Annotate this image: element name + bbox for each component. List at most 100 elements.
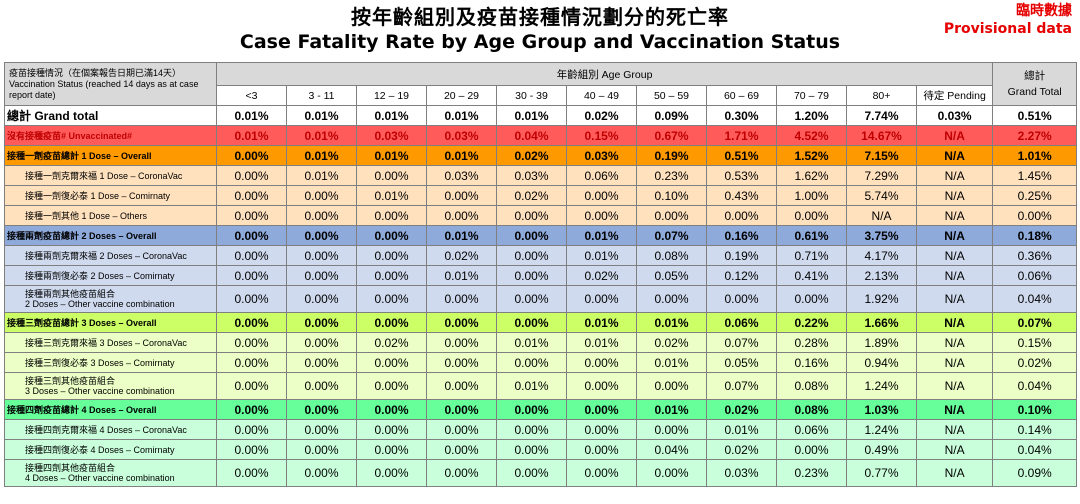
rate-cell: 0.00% <box>286 372 357 400</box>
age-group-header: 年齡組別 Age Group <box>215 62 994 86</box>
table-row: 接種四劑其他疫苗組合 4 Doses – Other vaccine combin… <box>4 459 1078 487</box>
rate-cell: 0.00% <box>706 285 777 313</box>
rate-cell: 0.00% <box>216 245 287 266</box>
rate-cell: 0.01% <box>286 125 357 146</box>
rate-cell: 0.00% <box>426 352 497 373</box>
rate-cell: 0.00% <box>426 332 497 353</box>
rate-cell: 1.66% <box>846 312 917 333</box>
rate-cell: N/A <box>915 205 994 226</box>
rate-cell: 0.01% <box>216 105 287 126</box>
age-column-header: 70 – 79 <box>776 85 847 106</box>
rate-cell: 0.00% <box>496 205 567 226</box>
rate-cell: N/A <box>915 399 994 420</box>
rate-cell: 0.00% <box>286 312 357 333</box>
rate-cell: 0.06% <box>776 419 847 440</box>
rate-cell: N/A <box>915 185 994 206</box>
page-title-en: Case Fatality Rate by Age Group and Vacc… <box>239 31 841 53</box>
grand-total-cell: 0.09% <box>992 459 1078 487</box>
rate-cell: 0.00% <box>286 205 357 226</box>
rate-cell: 0.00% <box>426 439 497 460</box>
provisional-label: 臨時數據 Provisional data <box>944 2 1072 38</box>
rate-cell: 0.15% <box>566 125 637 146</box>
rate-cell: 0.00% <box>356 245 427 266</box>
row-label-line: 接種四劑復必泰 4 Doses – Comirnaty <box>25 444 175 455</box>
rate-cell: 0.19% <box>706 245 777 266</box>
row-label-line: 接種三劑其他疫苗組合 <box>25 376 116 386</box>
table-row: 接種三劑其他疫苗組合 3 Doses – Other vaccine combin… <box>4 372 1078 400</box>
rate-cell: 0.00% <box>286 225 357 246</box>
rate-cell: 0.03% <box>426 125 497 146</box>
rate-cell: 0.01% <box>636 399 707 420</box>
rate-cell: 0.01% <box>636 352 707 373</box>
table-row: 接種兩劑克爾來福 2 Doses – CoronaVac 0.00% 0.00% 0.… <box>4 245 1078 266</box>
rate-cell: 0.19% <box>636 145 707 166</box>
rate-cell: 0.00% <box>496 352 567 373</box>
rate-cell: 0.00% <box>356 285 427 313</box>
rate-cell: 0.07% <box>706 332 777 353</box>
rate-cell: 0.07% <box>636 225 707 246</box>
rate-cell: 0.08% <box>776 372 847 400</box>
row-label-line-2: 2 Doses – Other vaccine combination <box>25 299 175 309</box>
rate-cell: N/A <box>846 205 917 226</box>
title-block: 按年齡組別及疫苗接種情況劃分的死亡率 Case Fatality Rate by… <box>0 4 1080 54</box>
age-column-header-row: <3 3 - 11 12 – 19 20 – 29 30 - 39 40 – 49 50 –… <box>5 85 1077 106</box>
rate-cell: 0.00% <box>356 439 427 460</box>
row-label: 接種兩劑復必泰 2 Doses – Comirnaty <box>4 265 217 286</box>
table-row: 接種一劑疫苗總計 1 Dose – Overall 0.00% 0.01% 0.01%… <box>4 145 1078 166</box>
rate-cell: 0.00% <box>706 205 777 226</box>
rate-cell: 0.00% <box>356 165 427 186</box>
row-label: 接種一劑其他 1 Dose – Others <box>4 205 217 226</box>
rate-cell: 0.00% <box>566 185 637 206</box>
rate-cell: N/A <box>915 459 994 487</box>
rate-cell: 1.03% <box>846 399 917 420</box>
rate-cell: 0.00% <box>496 312 567 333</box>
table-row: 接種三劑復必泰 3 Doses – Comirnaty 0.00% 0.00% 0.0… <box>4 352 1078 373</box>
rate-cell: 0.00% <box>776 205 847 226</box>
rate-cell: 0.22% <box>776 312 847 333</box>
rate-cell: 0.00% <box>286 265 357 286</box>
rate-cell: 0.04% <box>636 439 707 460</box>
grand-total-cell: 0.51% <box>992 105 1078 126</box>
grand-total-cell: 2.27% <box>992 125 1078 146</box>
provisional-label-en: Provisional data <box>943 21 1072 37</box>
rate-cell: 0.00% <box>216 352 287 373</box>
provisional-label-zh: 臨時數據 <box>1016 3 1072 19</box>
grand-total-header-zh: 總計 <box>1024 70 1046 82</box>
rate-cell: N/A <box>915 245 994 266</box>
rate-cell: 0.02% <box>426 245 497 266</box>
rate-cell: 0.00% <box>216 419 287 440</box>
rate-cell: 1.62% <box>776 165 847 186</box>
table-row: 接種三劑疫苗總計 3 Doses – Overall 0.00% 0.00% 0.00… <box>4 312 1078 333</box>
rate-cell: 0.00% <box>426 419 497 440</box>
rate-cell: 1.00% <box>776 185 847 206</box>
age-column-header: 50 – 59 <box>636 85 707 106</box>
rate-cell: 0.77% <box>846 459 917 487</box>
rate-cell: 1.20% <box>776 105 847 126</box>
case-fatality-table: 疫苗接種情況（在個案報告日期已滿14天） Vaccination Status … <box>4 62 1078 487</box>
row-label: 總計 Grand total <box>4 105 217 126</box>
rate-cell: 1.71% <box>706 125 777 146</box>
rate-cell: 0.01% <box>566 332 637 353</box>
rate-cell: 0.00% <box>426 285 497 313</box>
rate-cell: 0.23% <box>776 459 847 487</box>
rate-cell: 0.00% <box>356 352 427 373</box>
row-label: 接種兩劑其他疫苗組合 2 Doses – Other vaccine combin… <box>4 285 217 313</box>
rate-cell: 0.00% <box>216 332 287 353</box>
rate-cell: 0.00% <box>286 185 357 206</box>
rate-cell: 0.04% <box>496 125 567 146</box>
rate-cell: 0.01% <box>426 225 497 246</box>
row-label-line: 接種一劑其他 1 Dose – Others <box>25 210 148 221</box>
row-label: 接種一劑疫苗總計 1 Dose – Overall <box>4 145 217 166</box>
rate-cell: 3.75% <box>846 225 917 246</box>
row-label: 接種四劑復必泰 4 Doses – Comirnaty <box>4 439 217 460</box>
vaccination-status-header-en: Vaccination Status (reached 14 days as a… <box>9 78 199 100</box>
rate-cell: 0.01% <box>566 312 637 333</box>
rate-cell: 0.02% <box>496 185 567 206</box>
grand-total-cell: 0.36% <box>992 245 1078 266</box>
rate-cell: 0.00% <box>636 285 707 313</box>
rate-cell: 0.01% <box>216 125 287 146</box>
rate-cell: 0.00% <box>566 372 637 400</box>
rate-cell: 0.00% <box>216 285 287 313</box>
rate-cell: 1.52% <box>776 145 847 166</box>
rate-cell: 0.30% <box>706 105 777 126</box>
